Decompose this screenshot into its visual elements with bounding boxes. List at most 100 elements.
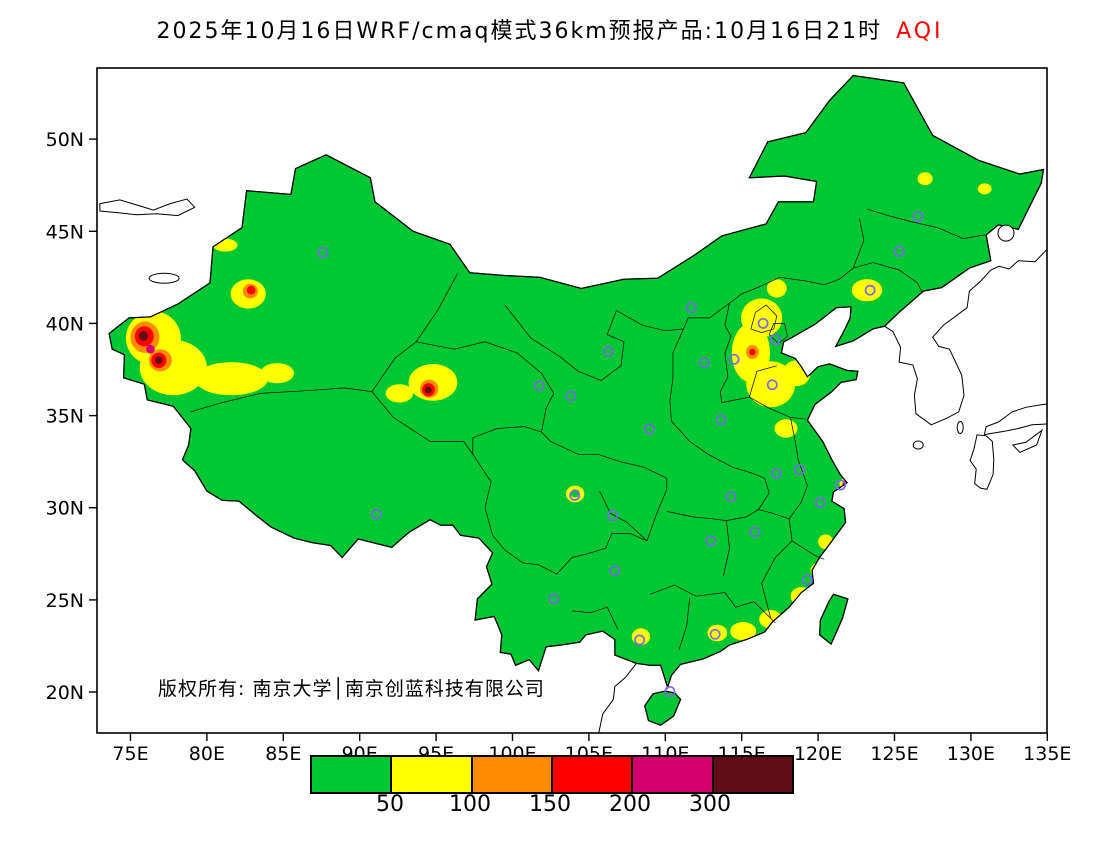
province-border bbox=[669, 328, 684, 422]
city-marker-shanghai bbox=[835, 479, 847, 491]
colorbar-boundary-label: 200 bbox=[609, 792, 651, 817]
province-border bbox=[371, 391, 493, 536]
city-marker-nanning bbox=[634, 634, 646, 646]
province-border bbox=[572, 606, 619, 630]
province-border bbox=[761, 540, 825, 619]
province-border bbox=[678, 597, 691, 650]
city-marker-beijing bbox=[757, 317, 769, 329]
city-marker-shijiazhuang bbox=[728, 353, 740, 365]
city-marker-chongqing bbox=[607, 510, 619, 522]
y-axis-tick-label: 50N bbox=[46, 129, 84, 151]
city-marker-xian bbox=[643, 423, 655, 435]
province-border bbox=[748, 365, 777, 398]
island-or-lake bbox=[956, 421, 964, 434]
city-marker-fuzhou bbox=[801, 574, 813, 586]
aqi-hotspot-r bbox=[749, 348, 756, 356]
aqi-hotspot-r bbox=[246, 285, 256, 295]
lake-balkhash bbox=[99, 198, 196, 217]
province-border bbox=[190, 387, 372, 413]
aqi-hotspot-y bbox=[707, 624, 728, 642]
y-axis-tick-label: 40N bbox=[46, 313, 84, 335]
aqi-hotspot-k bbox=[155, 356, 163, 364]
y-axis-tick-label: 25N bbox=[46, 590, 84, 612]
city-marker-urumqi bbox=[317, 246, 329, 258]
aqi-colorbar bbox=[310, 755, 794, 794]
colorbar-cell bbox=[392, 757, 473, 792]
province-border bbox=[599, 490, 648, 542]
city-marker-changsha bbox=[705, 535, 717, 547]
province-border bbox=[866, 208, 985, 239]
colorbar-boundary-label: 300 bbox=[689, 792, 731, 817]
aqi-hotspot-y bbox=[766, 279, 787, 298]
aqi-hotspot-y bbox=[194, 362, 268, 396]
province-border bbox=[719, 303, 732, 403]
city-marker-changchun bbox=[893, 246, 905, 257]
city-marker-lhasa bbox=[371, 508, 382, 520]
colorbar-cell bbox=[713, 757, 792, 792]
china-border-hainan bbox=[644, 690, 682, 726]
city-marker-hangzhou bbox=[814, 497, 826, 508]
province-border bbox=[616, 218, 865, 332]
island-or-lake bbox=[912, 440, 924, 450]
coastline-korea bbox=[884, 248, 1047, 426]
neighbor-coastlines bbox=[99, 198, 1047, 733]
x-axis-tick-label: 75E bbox=[112, 743, 148, 765]
aqi-hotspot-y bbox=[260, 363, 295, 384]
aqi-hotspot-y bbox=[759, 610, 783, 629]
province-borders bbox=[190, 208, 985, 650]
china-border-taiwan bbox=[818, 593, 849, 646]
city-marker-lanzhou bbox=[565, 390, 577, 402]
city-marker-chengdu bbox=[569, 489, 581, 501]
province-border bbox=[721, 396, 806, 420]
city-marker-zhengzhou bbox=[715, 414, 727, 426]
city-marker-taiyuan bbox=[698, 357, 710, 369]
colorbar-boundary-label: 150 bbox=[529, 792, 571, 817]
province-border bbox=[649, 584, 776, 624]
province-border bbox=[723, 520, 730, 576]
province-border bbox=[768, 323, 788, 345]
aqi-hotspot-y bbox=[851, 279, 883, 302]
city-marker-guangzhou bbox=[709, 628, 721, 640]
city-marker-wuhan bbox=[725, 491, 737, 503]
city-marker-guiyang bbox=[609, 565, 621, 577]
colorbar-cell bbox=[633, 757, 714, 792]
aqi-hotspot-y bbox=[790, 587, 812, 606]
aqi-hotspot-y bbox=[977, 183, 992, 195]
city-marker-xining bbox=[533, 380, 545, 392]
island-or-lake bbox=[997, 224, 1015, 242]
city-markers bbox=[317, 211, 924, 697]
province-border bbox=[416, 341, 555, 455]
y-axis-tick-label: 35N bbox=[46, 406, 84, 428]
x-axis-tick-label: 135E bbox=[1023, 743, 1071, 765]
province-border bbox=[758, 478, 770, 510]
aqi-hotspot-k bbox=[424, 386, 432, 394]
china-border-mainland bbox=[108, 74, 1045, 690]
city-marker-tianjin bbox=[769, 334, 781, 346]
city-marker-haikou bbox=[664, 685, 676, 697]
city-marker-jinan bbox=[766, 379, 778, 391]
city-marker-nanchang bbox=[749, 526, 761, 538]
coastline-honshu bbox=[983, 403, 1047, 436]
china-land-hainan bbox=[644, 690, 682, 726]
y-axis-tick-label: 45N bbox=[46, 221, 84, 243]
page-title: 2025年10月16日WRF/cmaq模式36km预报产品:10月16日21时 A… bbox=[0, 13, 1100, 45]
province-border bbox=[853, 262, 923, 293]
coastline-shikoku bbox=[1011, 428, 1044, 454]
aqi-hotspot-y bbox=[417, 525, 443, 542]
province-border bbox=[492, 478, 668, 575]
x-axis-tick-label: 85E bbox=[265, 743, 301, 765]
island-or-lake bbox=[148, 272, 180, 284]
x-axis-tick-label: 130E bbox=[947, 743, 995, 765]
province-border bbox=[541, 431, 667, 479]
city-marker-kunming bbox=[548, 593, 560, 605]
title-variable: AQI bbox=[896, 19, 944, 44]
x-axis-tick-label: 120E bbox=[794, 743, 842, 765]
province-border bbox=[504, 304, 625, 381]
aqi-hotspot-y bbox=[782, 360, 811, 387]
city-marker-yinchuan bbox=[602, 346, 614, 358]
city-marker-hohhot bbox=[685, 302, 697, 314]
aqi-hotspot-k bbox=[138, 331, 149, 341]
city-marker-harbin bbox=[912, 211, 924, 222]
aqi-hotspot-y bbox=[730, 622, 757, 641]
